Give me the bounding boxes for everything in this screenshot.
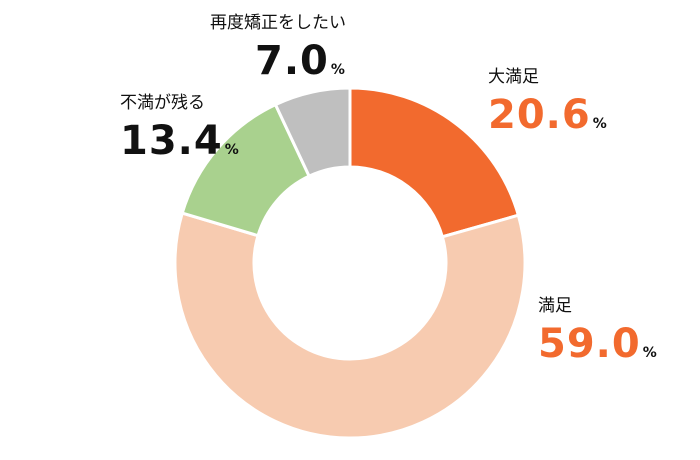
unit-label: %: [592, 116, 607, 132]
unit-label: %: [330, 62, 345, 78]
category-label: 再度矯正をしたい: [210, 13, 346, 33]
category-label: 不満が残る: [120, 93, 205, 113]
value-label: 13.4: [120, 118, 223, 164]
unit-label: %: [642, 345, 657, 361]
label-saido-kyousei: 再度矯正をしたい 7.0%: [210, 8, 346, 81]
value-label: 20.6: [488, 92, 591, 138]
slice-manzoku: [173, 211, 527, 440]
slice-dai-manzoku: [348, 86, 521, 239]
value-label: 7.0: [255, 38, 329, 84]
category-label: 満足: [538, 296, 572, 316]
label-dai-manzoku: 大満足 20.6%: [488, 62, 607, 135]
category-label: 大満足: [488, 67, 539, 87]
value-label: 59.0: [538, 321, 641, 367]
label-fuman: 不満が残る 13.4%: [120, 88, 239, 161]
unit-label: %: [224, 142, 239, 158]
label-manzoku: 満足 59.0%: [538, 291, 657, 364]
slice-saido-kyousei: [273, 86, 352, 179]
